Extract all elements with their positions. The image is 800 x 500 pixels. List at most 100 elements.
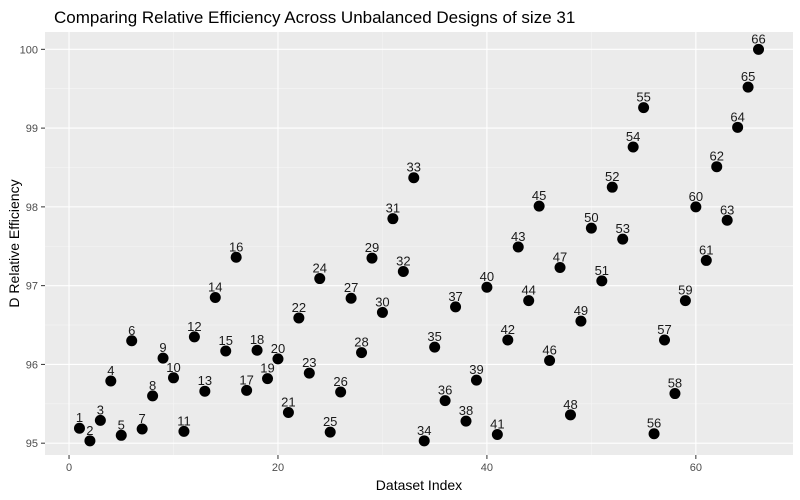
data-point [147,390,159,402]
data-point-label: 49 [574,303,588,318]
data-point [742,81,754,93]
data-point-label: 16 [229,239,243,254]
data-point-label: 8 [149,378,156,393]
data-point-label: 14 [208,279,222,294]
data-point-label: 21 [281,394,295,409]
data-point-label: 38 [459,403,473,418]
data-point [241,384,253,396]
data-point [136,423,148,435]
data-point-label: 25 [323,414,337,429]
data-point [126,335,138,347]
data-point [564,409,576,421]
data-point-label: 37 [448,289,462,304]
data-point-label: 29 [365,240,379,255]
data-point-label: 45 [532,188,546,203]
data-point [606,181,618,193]
data-point [679,295,691,307]
data-point [648,428,660,440]
data-point [669,388,681,400]
data-point [230,251,242,263]
data-point-label: 23 [302,355,316,370]
data-point [544,354,556,366]
data-point-label: 66 [751,31,765,46]
y-tick-label: 95 [26,438,38,450]
data-point-label: 33 [407,160,421,175]
data-point [638,102,650,114]
data-point [366,252,378,264]
data-point-label: 9 [159,340,166,355]
data-point [690,201,702,213]
data-point-label: 60 [689,189,703,204]
data-point-label: 42 [501,322,515,337]
data-point [178,425,190,437]
data-point [188,331,200,343]
data-point-label: 30 [375,294,389,309]
data-point-label: 5 [118,417,125,432]
data-point-label: 3 [97,402,104,417]
chart-title: Comparing Relative Efficiency Across Unb… [54,8,575,27]
data-point-label: 26 [333,374,347,389]
data-point [450,301,462,313]
y-tick-label: 98 [26,202,38,214]
data-point [523,295,535,307]
x-axis-ticks: 0 20 40 60 [66,455,702,474]
data-point [303,367,315,379]
data-point-label: 44 [521,283,535,298]
x-axis-title: Dataset Index [376,477,462,493]
data-point-label: 28 [354,335,368,350]
data-point [408,172,420,184]
data-point-label: 13 [198,373,212,388]
data-point [324,426,336,438]
data-points [73,43,765,447]
data-point-label: 39 [469,362,483,377]
data-point [220,345,232,357]
data-point [721,214,733,226]
data-point [753,43,765,55]
data-point-label: 43 [511,229,525,244]
data-point [115,429,127,441]
data-point-label: 2 [86,423,93,438]
data-point-label: 64 [730,109,744,124]
data-point-label: 52 [605,169,619,184]
data-point [596,275,608,287]
minor-gridlines [45,32,793,455]
data-point [314,273,326,285]
data-point [418,435,430,447]
data-point [157,352,169,364]
x-tick-label: 40 [481,462,493,474]
data-point [209,291,221,303]
data-point-label: 19 [260,361,274,376]
y-tick-label: 100 [20,44,38,56]
data-point-label: 34 [417,423,431,438]
data-point [397,265,409,277]
data-point-label: 17 [239,372,253,387]
data-point-label: 32 [396,253,410,268]
data-point-label: 6 [128,323,135,338]
data-point [502,334,514,346]
x-tick-label: 0 [66,462,72,474]
data-point-label: 48 [563,397,577,412]
data-point-label: 55 [636,90,650,105]
data-point-label: 35 [427,329,441,344]
x-tick-label: 20 [272,462,284,474]
data-point-label: 20 [271,341,285,356]
data-point [659,334,671,346]
data-point [376,306,388,318]
data-point-label: 7 [139,411,146,426]
data-point-label: 53 [615,221,629,236]
data-point-label: 51 [595,263,609,278]
data-point [554,262,566,274]
major-gridlines [45,32,793,455]
data-point-label: 56 [647,416,661,431]
point-labels: 1234567891011121314151617181920212223242… [76,31,766,437]
data-point [199,385,211,397]
y-tick-label: 96 [26,359,38,371]
data-point-label: 65 [741,69,755,84]
x-tick-label: 60 [690,462,702,474]
data-point [167,372,179,384]
data-point [251,344,263,356]
data-point-label: 27 [344,280,358,295]
data-point [481,281,493,293]
data-point [282,406,294,418]
